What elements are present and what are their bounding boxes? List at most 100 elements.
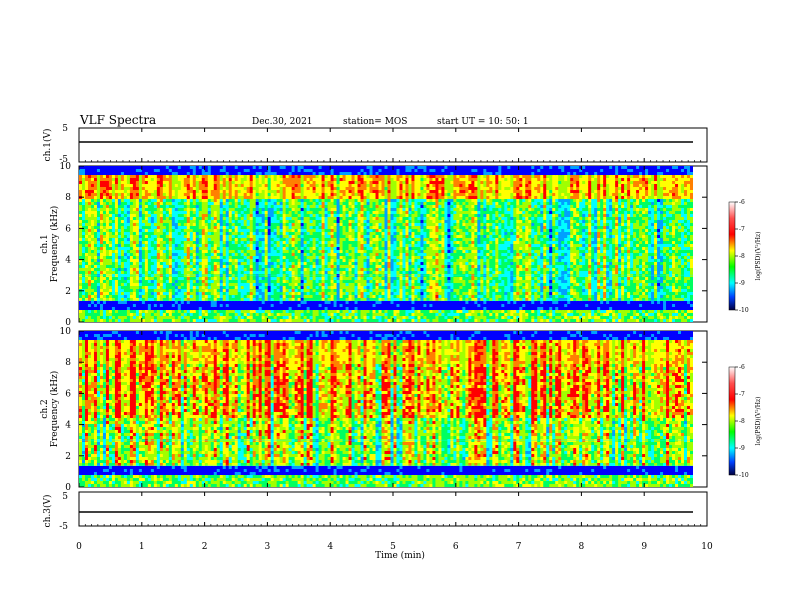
spectrogram-cell bbox=[102, 274, 107, 278]
spectrogram-cell bbox=[222, 202, 227, 206]
spectrogram-cell bbox=[207, 190, 212, 194]
spectrogram-cell bbox=[159, 184, 164, 188]
spectrogram-cell bbox=[288, 235, 293, 239]
spectrogram-cell bbox=[294, 217, 299, 221]
spectrogram-cell bbox=[87, 295, 92, 299]
spectrogram-cell bbox=[255, 190, 260, 194]
spectrogram-cell bbox=[225, 310, 230, 314]
spectrogram-cell bbox=[231, 259, 236, 263]
spectrogram-cell bbox=[174, 217, 179, 221]
spectrogram-cell bbox=[228, 193, 233, 197]
spectrogram-cell bbox=[195, 175, 200, 179]
spectrogram-cell bbox=[132, 175, 137, 179]
spectrogram-cell bbox=[303, 226, 308, 230]
spectrogram-cell bbox=[189, 259, 194, 263]
spectrogram-cell bbox=[123, 214, 128, 218]
spectrogram-cell bbox=[363, 274, 367, 278]
spectrogram-cell bbox=[285, 220, 290, 224]
spectrogram-cell bbox=[180, 214, 185, 218]
spectrogram-cell bbox=[198, 223, 203, 227]
spectrogram-cell bbox=[282, 208, 287, 212]
spectrogram-cell bbox=[79, 202, 83, 206]
spectrogram-cell bbox=[315, 196, 320, 200]
spectrogram-cell bbox=[240, 166, 245, 170]
spectrogram-cell bbox=[192, 301, 197, 305]
spectrogram-cell bbox=[348, 181, 352, 185]
spectrogram-cell bbox=[255, 244, 260, 248]
spectrogram-cell bbox=[201, 307, 206, 311]
spectrogram-cell bbox=[216, 283, 221, 287]
spectrogram-cell bbox=[138, 175, 143, 179]
spectrogram-cell bbox=[177, 268, 182, 272]
spectrogram-cell bbox=[99, 313, 104, 317]
spectrogram-cell bbox=[114, 298, 119, 302]
spectrogram-cell bbox=[321, 304, 325, 308]
spectrogram-cell bbox=[267, 253, 272, 257]
spectrogram-cell bbox=[315, 229, 320, 233]
spectrogram-cell bbox=[336, 193, 340, 197]
spectrogram-cell bbox=[93, 274, 98, 278]
spectrogram-cell bbox=[327, 253, 331, 257]
spectrogram-cell bbox=[123, 229, 128, 233]
spectrogram-cell bbox=[237, 193, 242, 197]
spectrogram-cell bbox=[123, 259, 128, 263]
spectrogram-cell bbox=[135, 319, 140, 322]
spectrogram-cell bbox=[186, 301, 191, 305]
spectrogram-cell bbox=[252, 286, 257, 290]
spectrogram-cell bbox=[258, 244, 263, 248]
spectrogram-cell bbox=[297, 229, 302, 233]
spectrogram-cell bbox=[228, 310, 233, 314]
spectrogram-cell bbox=[105, 202, 110, 206]
spectrogram-cell bbox=[138, 286, 143, 290]
spectrogram-cell bbox=[222, 169, 227, 173]
spectrogram-cell bbox=[333, 304, 337, 308]
spectrogram-cell bbox=[300, 280, 305, 284]
spectrogram-cell bbox=[276, 166, 281, 170]
spectrogram-cell bbox=[300, 205, 305, 209]
spectrogram-cell bbox=[111, 199, 116, 203]
spectrogram-cell bbox=[132, 187, 137, 191]
spectrogram-cell bbox=[105, 181, 110, 185]
spectrogram-cell bbox=[324, 256, 328, 260]
spectrogram-cell bbox=[354, 220, 358, 224]
spectrogram-cell bbox=[123, 226, 128, 230]
spectrogram-cell bbox=[231, 214, 236, 218]
spectrogram-cell bbox=[111, 295, 116, 299]
spectrogram-cell bbox=[195, 187, 200, 191]
spectrogram-cell bbox=[87, 277, 92, 281]
spectrogram-cell bbox=[162, 190, 167, 194]
spectrogram-cell bbox=[150, 181, 155, 185]
spectrogram-cell bbox=[300, 211, 305, 215]
spectrogram-cell bbox=[312, 205, 317, 209]
spectrogram-cell bbox=[357, 202, 361, 206]
spectrogram-cell bbox=[342, 316, 346, 320]
spectrogram-cell bbox=[348, 241, 352, 245]
spectrogram-cell bbox=[348, 193, 352, 197]
spectrogram-cell bbox=[312, 259, 317, 263]
spectrogram-cell bbox=[240, 241, 245, 245]
spectrogram-cell bbox=[360, 178, 364, 182]
spectrogram-cell bbox=[138, 190, 143, 194]
spectrogram-cell bbox=[219, 286, 224, 290]
spectrogram-cell bbox=[321, 268, 325, 272]
spectrogram-cell bbox=[291, 310, 296, 314]
spectrogram-cell bbox=[252, 166, 257, 170]
spectrogram-cell bbox=[267, 289, 272, 293]
spectrogram-cell bbox=[267, 220, 272, 224]
spectrogram-cell bbox=[249, 271, 254, 275]
spectrogram-cell bbox=[177, 169, 182, 173]
spectrogram-cell bbox=[351, 310, 355, 314]
spectrogram-cell bbox=[204, 274, 209, 278]
spectrogram-cell bbox=[330, 271, 334, 275]
spectrogram-cell bbox=[105, 319, 110, 322]
spectrogram-cell bbox=[82, 217, 86, 221]
spectrogram-cell bbox=[162, 238, 167, 242]
spectrogram-cell bbox=[327, 307, 331, 311]
spectrogram-cell bbox=[168, 235, 173, 239]
spectrogram-cell bbox=[123, 271, 128, 275]
spectrogram-cell bbox=[231, 202, 236, 206]
spectrogram-cell bbox=[96, 199, 101, 203]
spectrogram-cell bbox=[297, 307, 302, 311]
spectrogram-cell bbox=[273, 223, 278, 227]
spectrogram-cell bbox=[79, 172, 83, 176]
